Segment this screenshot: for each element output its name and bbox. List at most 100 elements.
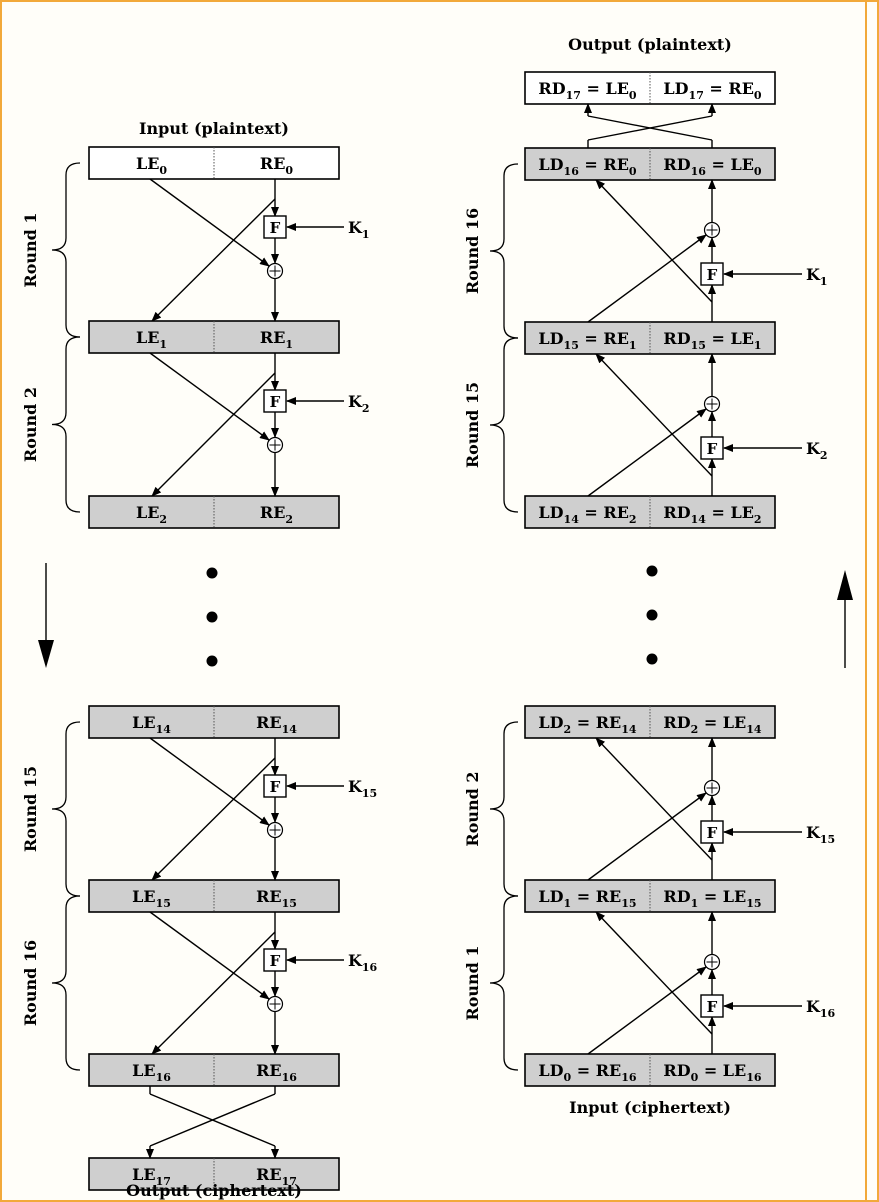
dec-round1-r-to-l bbox=[595, 911, 713, 1035]
enc-round-label-1: Round 2 bbox=[21, 387, 40, 462]
dec-register-5: LD1​ = RE15​ RD1​ = LE15​ bbox=[524, 879, 776, 913]
enc-round-label-3: Round 16 bbox=[21, 940, 40, 1026]
enc-ellipsis-dot-1 bbox=[206, 567, 218, 579]
enc-register-4-left-label: LE15​ bbox=[132, 887, 171, 910]
dec-register-4-left-label: LD2​ = RE14​ bbox=[538, 713, 636, 736]
dec-register-6-left-label: LD0​ = RE16​ bbox=[538, 1061, 636, 1084]
dec-round16-l-to-xor bbox=[587, 234, 707, 323]
dec-direction-arrow-head bbox=[837, 570, 853, 600]
enc-register-2: LE2​ RE2​ bbox=[88, 495, 340, 529]
dec-round16-key-label: K1 bbox=[806, 265, 828, 288]
dec-round15-l-to-xor bbox=[587, 408, 707, 497]
enc-round2-f-box-label: F bbox=[270, 393, 281, 411]
dec-register-6: LD0​ = RE16​ RD0​ = LE16​ bbox=[524, 1053, 776, 1087]
dec-register-2: LD15​ = RE1​ RD15​ = LE1​ bbox=[524, 321, 776, 355]
dec-round-label-3: Round 1 bbox=[463, 945, 482, 1020]
dec-register-1-left-label: LD16​ = RE0​ bbox=[538, 155, 636, 178]
dec-brace-3 bbox=[489, 895, 519, 1071]
dec-input-caption: Input (ciphertext) bbox=[569, 1098, 731, 1117]
enc-ellipsis-dot-2 bbox=[206, 611, 218, 623]
dec-register-2-box bbox=[524, 321, 776, 355]
dec-register-0-left-label: RD17​ = LE0​ bbox=[538, 79, 636, 102]
dec-register-2-left-label: LD15​ = RE1​ bbox=[538, 329, 636, 352]
enc-register-1-right-label: RE1​ bbox=[260, 328, 293, 351]
enc-output-caption: Output (ciphertext) bbox=[126, 1181, 302, 1200]
enc-ellipsis-dot-3 bbox=[206, 655, 218, 667]
dec-round2-l-to-xor bbox=[587, 792, 707, 881]
dec-round16-r-to-l bbox=[595, 179, 713, 303]
enc-round2-r-to-l bbox=[151, 372, 276, 497]
dec-round-label-1: Round 15 bbox=[463, 382, 482, 468]
dec-round15-key-label: K2 bbox=[806, 439, 828, 462]
enc-round16-r-to-l bbox=[151, 931, 276, 1055]
enc-register-2-left-label: LE2​ bbox=[136, 503, 167, 526]
enc-round-label-2: Round 15 bbox=[21, 766, 40, 852]
dec-brace-0 bbox=[489, 163, 519, 339]
enc-register-6-left-label: LE17​ bbox=[132, 1165, 171, 1188]
dec-round2-r-to-l bbox=[595, 737, 713, 861]
enc-register-5-right-label: RE16​ bbox=[256, 1061, 297, 1084]
enc-register-2-right-label: RE2​ bbox=[260, 503, 293, 526]
enc-round15-l-to-xor bbox=[149, 737, 270, 826]
diagram-layer: Input (plaintext) LE0​ RE0​ LE1​ RE1​ LE2​ RE2… bbox=[21, 35, 853, 1200]
dec-output-caption: Output (plaintext) bbox=[568, 35, 732, 54]
dec-register-4: LD2​ = RE14​ RD2​ = LE14​ bbox=[524, 705, 776, 739]
dec-ellipsis-dot-2 bbox=[646, 609, 658, 621]
enc-round-label-0: Round 1 bbox=[21, 212, 40, 287]
enc-round16-key-label: K16 bbox=[348, 951, 378, 974]
dec-register-4-right-label: RD2​ = LE14​ bbox=[663, 713, 761, 736]
dec-round-label-2: Round 2 bbox=[463, 771, 482, 846]
enc-brace-1 bbox=[51, 336, 81, 513]
enc-swap-r-to-l bbox=[149, 1093, 276, 1147]
enc-register-3-right-label: RE14​ bbox=[256, 713, 297, 736]
dec-round15-f-box-label: F bbox=[707, 440, 718, 458]
dec-register-2-right-label: RD15​ = LE1​ bbox=[663, 329, 761, 352]
enc-register-4: LE15​ RE15​ bbox=[88, 879, 340, 913]
enc-register-0: LE0​ RE0​ bbox=[88, 146, 340, 180]
dec-register-3: LD14​ = RE2​ RD14​ = LE2​ bbox=[524, 495, 776, 529]
dec-register-6-right-label: RD0​ = LE16​ bbox=[663, 1061, 761, 1084]
enc-register-0-right-label: RE0​ bbox=[260, 154, 294, 177]
dec-round1-f-box-label: F bbox=[707, 998, 718, 1016]
dec-register-5-left-label: LD1​ = RE15​ bbox=[538, 887, 636, 910]
enc-round2-l-to-xor bbox=[149, 352, 270, 441]
dec-round16-f-box-label: F bbox=[707, 266, 718, 284]
enc-register-4-right-label: RE15​ bbox=[256, 887, 297, 910]
dec-ellipsis-dot-3 bbox=[646, 653, 658, 665]
dec-register-0-right-label: LD17​ = RE0​ bbox=[663, 79, 761, 102]
dec-round1-l-to-xor bbox=[587, 966, 707, 1055]
enc-round2-key-label: K2 bbox=[348, 392, 370, 415]
enc-round15-r-to-l bbox=[151, 757, 276, 881]
dec-round-label-0: Round 16 bbox=[463, 208, 482, 294]
enc-input-caption: Input (plaintext) bbox=[139, 119, 289, 138]
enc-round16-f-box-label: F bbox=[270, 952, 281, 970]
enc-register-3-left-label: LE14​ bbox=[132, 713, 171, 736]
enc-brace-2 bbox=[51, 721, 81, 897]
dec-round1-key-label: K16 bbox=[806, 997, 836, 1020]
enc-round1-l-to-xor bbox=[149, 178, 270, 267]
dec-register-3-left-label: LD14​ = RE2​ bbox=[538, 503, 636, 526]
enc-direction-arrow-head bbox=[38, 640, 54, 668]
dec-register-3-right-label: RD14​ = LE2​ bbox=[663, 503, 761, 526]
enc-register-3: LE14​ RE14​ bbox=[88, 705, 340, 739]
enc-round1-f-box-label: F bbox=[270, 219, 281, 237]
dec-brace-2 bbox=[489, 721, 519, 897]
enc-register-5: LE16​ RE16​ bbox=[88, 1053, 340, 1087]
enc-register-6-right-label: RE17​ bbox=[256, 1165, 297, 1188]
enc-brace-0 bbox=[51, 162, 81, 338]
dec-register-1: LD16​ = RE0​ RD16​ = LE0​ bbox=[524, 147, 776, 181]
dec-round2-f-box-label: F bbox=[707, 824, 718, 842]
enc-register-1: LE1​ RE1​ bbox=[88, 320, 340, 354]
dec-swap-r-to-l bbox=[587, 115, 713, 141]
enc-round1-r-to-l bbox=[151, 198, 276, 322]
dec-round2-key-label: K15 bbox=[806, 823, 835, 846]
enc-round15-f-box-label: F bbox=[270, 778, 281, 796]
enc-round15-key-label: K15 bbox=[348, 777, 377, 800]
enc-register-6: LE17​ RE17​ bbox=[88, 1157, 340, 1191]
enc-brace-3 bbox=[51, 895, 81, 1071]
enc-register-1-left-label: LE1​ bbox=[136, 328, 167, 351]
dec-brace-1 bbox=[489, 337, 519, 513]
